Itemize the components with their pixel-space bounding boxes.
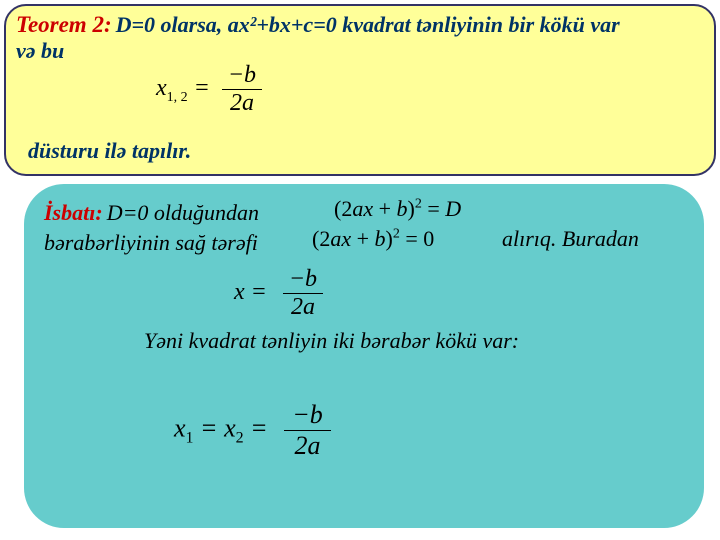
theorem-bottom-text: düsturu ilə tapılır. [28,138,191,164]
theorem-statement-line2: və bu [16,38,704,64]
proof-after-eq2: alırıq. Buradan [502,226,639,252]
proof-equation1: (2ax + b)2 = D [334,196,461,222]
proof-title: İsbatı: [44,200,103,225]
proof-formula2: x = −b2a [234,266,323,321]
proof-equation2: (2ax + b)2 = 0 [312,226,434,252]
theorem-formula: x1, 2 = −b2a [156,62,262,117]
proof-panel: İsbatı: D=0 olduğundan bərabərliyinin sa… [24,184,704,528]
proof-formula3: x1 = x2 = −b2a [174,400,331,461]
proof-line3: Yəni kvadrat tənliyin iki bərabər kökü v… [144,328,519,354]
theorem-title: Teorem 2: [16,12,112,37]
theorem-panel: Teorem 2: D=0 olarsa, ax²+bx+c=0 kvadrat… [4,4,716,176]
theorem-statement-line1: D=0 olarsa, ax²+bx+c=0 kvadrat tənliyini… [116,12,620,37]
theorem-header: Teorem 2: D=0 olarsa, ax²+bx+c=0 kvadrat… [16,12,704,38]
proof-text1: D=0 olduğundan [107,200,259,225]
